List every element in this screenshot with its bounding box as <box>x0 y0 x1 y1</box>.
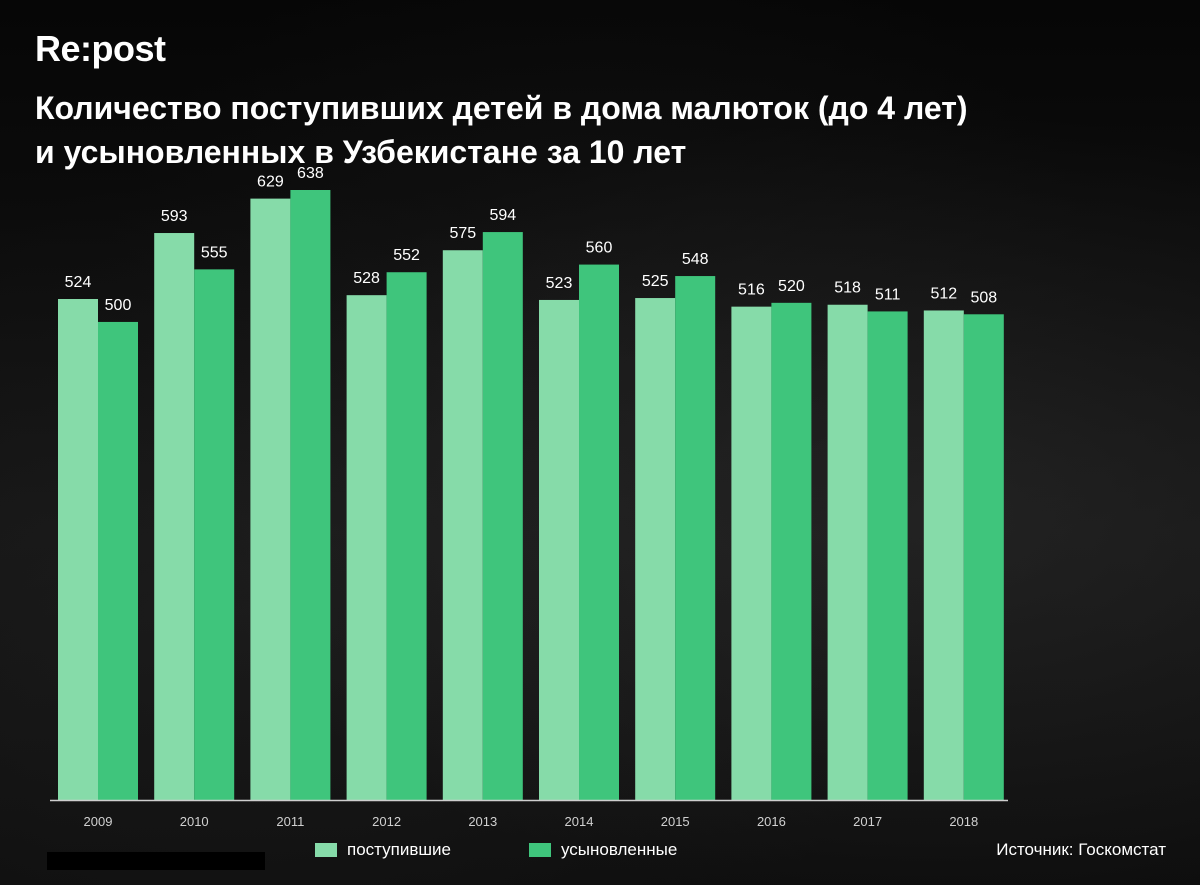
data-label-received-2013: 575 <box>449 225 476 242</box>
title-line-2: и усыновленных в Узбекистане за 10 лет <box>35 134 687 170</box>
legend-label-received: поступившие <box>347 840 451 859</box>
title-line-1: Количество поступивших детей в дома малю… <box>35 90 968 126</box>
data-label-received-2009: 524 <box>65 274 92 291</box>
legend-label-adopted: усыновленные <box>560 840 678 859</box>
bar-received-2014 <box>539 299 579 800</box>
data-label-received-2016: 516 <box>738 282 765 299</box>
data-label-adopted-2018: 508 <box>970 289 997 306</box>
data-label-adopted-2010: 555 <box>201 244 228 261</box>
data-label-adopted-2015: 548 <box>682 251 709 268</box>
bar-received-2018 <box>923 310 964 800</box>
x-tick-label-2010: 2010 <box>180 814 209 829</box>
bar-received-2016 <box>731 306 772 800</box>
data-label-received-2017: 518 <box>834 280 861 297</box>
bar-adopted-2011 <box>290 190 331 800</box>
data-label-adopted-2017: 511 <box>875 286 901 303</box>
legend-item-adopted: усыновленные <box>528 840 678 860</box>
legend-item-received: поступившие <box>315 840 451 860</box>
bar-received-2010 <box>154 233 195 800</box>
x-tick-label-2011: 2011 <box>276 814 304 829</box>
bar-adopted-2017 <box>867 311 908 800</box>
data-label-adopted-2016: 520 <box>778 278 805 295</box>
bar-adopted-2016 <box>771 302 812 800</box>
x-tick-label-2017: 2017 <box>853 814 882 829</box>
bar-adopted-2010 <box>194 269 235 800</box>
data-label-adopted-2011: 638 <box>297 165 324 182</box>
bar-received-2011 <box>250 198 291 801</box>
bar-received-2009 <box>58 298 98 800</box>
data-label-adopted-2013: 594 <box>489 207 516 224</box>
bar-adopted-2013 <box>482 232 523 800</box>
chart-title: Количество поступивших детей в дома малю… <box>35 86 1165 174</box>
bar-adopted-2015 <box>675 276 716 800</box>
x-tick-label-2018: 2018 <box>949 814 978 829</box>
data-label-received-2012: 528 <box>353 270 380 287</box>
bar-received-2015 <box>635 298 676 800</box>
x-tick-label-2016: 2016 <box>757 814 786 829</box>
bar-adopted-2018 <box>963 314 1004 800</box>
bar-adopted-2014 <box>579 264 619 801</box>
x-tick-label-2015: 2015 <box>661 814 690 829</box>
legend-swatch-adopted <box>528 843 551 857</box>
bar-adopted-2009 <box>98 321 138 800</box>
x-tick-label-2014: 2014 <box>565 814 594 829</box>
data-label-adopted-2009: 500 <box>105 297 132 314</box>
source-note: Источник: Госкомстат <box>996 840 1166 859</box>
legend-swatch-received <box>315 843 337 857</box>
x-tick-label-2012: 2012 <box>372 814 401 829</box>
data-label-adopted-2014: 560 <box>586 240 613 257</box>
logo: Re:post <box>35 28 166 69</box>
bar-received-2012 <box>346 295 387 800</box>
x-tick-label-2009: 2009 <box>84 814 113 829</box>
data-label-received-2010: 593 <box>161 208 188 225</box>
bar-adopted-2012 <box>386 272 427 800</box>
data-label-adopted-2012: 552 <box>393 247 420 264</box>
data-label-received-2015: 525 <box>642 273 669 290</box>
redaction-bar <box>47 852 265 870</box>
legend: поступившие усыновленные <box>315 840 737 860</box>
x-tick-label-2013: 2013 <box>468 814 497 829</box>
data-label-received-2018: 512 <box>930 285 957 302</box>
data-label-received-2014: 523 <box>546 275 573 292</box>
bar-received-2017 <box>827 304 868 800</box>
bar-received-2013 <box>442 250 483 800</box>
data-label-received-2011: 629 <box>257 174 284 191</box>
